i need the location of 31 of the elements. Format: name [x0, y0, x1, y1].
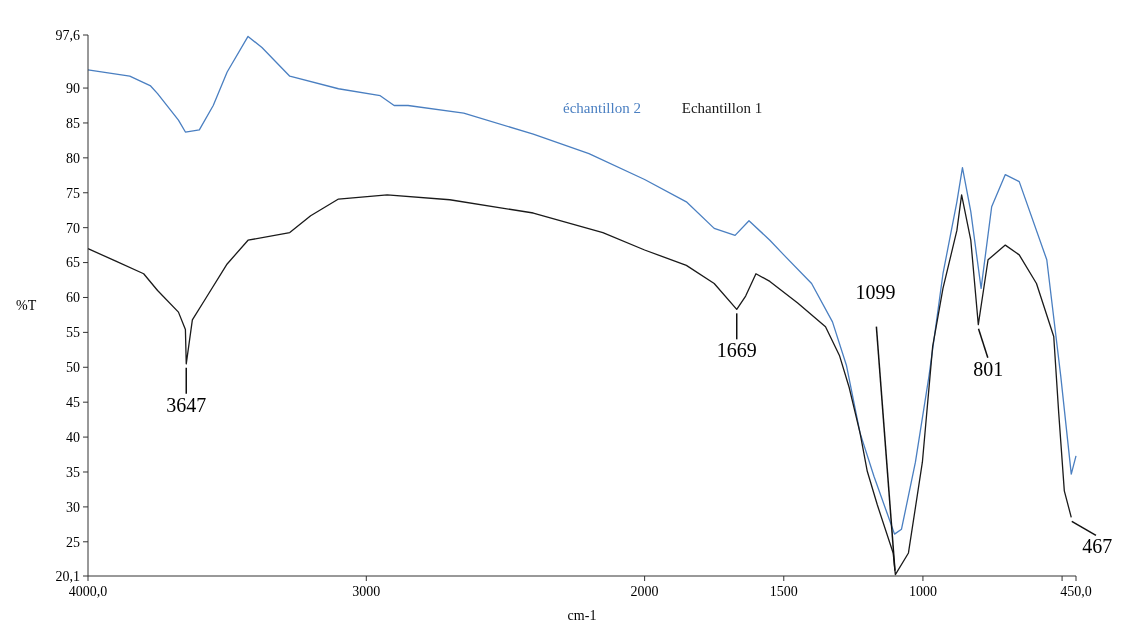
annotation: 1099 — [855, 280, 896, 303]
x-tick-label: 3000 — [352, 584, 381, 599]
x-axis-title: cm-1 — [567, 608, 597, 623]
y-tick-label: 40 — [66, 429, 80, 445]
series-label: échantillon 2 — [563, 100, 641, 116]
y-tick-label: 90 — [66, 80, 80, 96]
x-tick-label: 4000,0 — [68, 584, 108, 599]
y-tick-label: 55 — [66, 325, 80, 341]
y-tick-label: 97,6 — [55, 27, 80, 43]
x-tick-label: 450,0 — [1060, 584, 1092, 599]
y-tick-label: 80 — [66, 150, 80, 166]
x-tick-label: 2000 — [630, 584, 659, 599]
y-tick-label: 65 — [66, 255, 80, 271]
y-tick-label: 25 — [66, 534, 80, 550]
annotation: 1669 — [716, 339, 757, 362]
y-tick-label: 70 — [66, 220, 80, 236]
y-axis-title: %T — [16, 298, 37, 314]
annotation: 467 — [1082, 535, 1113, 558]
y-tick-label: 75 — [66, 185, 80, 201]
y-tick-label: 45 — [66, 395, 80, 411]
y-tick-label: 85 — [66, 115, 80, 131]
y-tick-label: 50 — [66, 360, 80, 376]
y-tick-label: 30 — [66, 499, 80, 515]
x-tick-label: 1000 — [908, 584, 937, 599]
text: Echantillon 1 — [681, 100, 763, 116]
y-tick-label: 35 — [66, 464, 80, 480]
x-tick-label: 1500 — [769, 584, 798, 599]
y-tick-label: 60 — [66, 290, 80, 306]
annotation: 3647 — [166, 393, 207, 416]
annotation: 801 — [973, 357, 1004, 380]
y-tick-label: 20,1 — [55, 568, 80, 584]
